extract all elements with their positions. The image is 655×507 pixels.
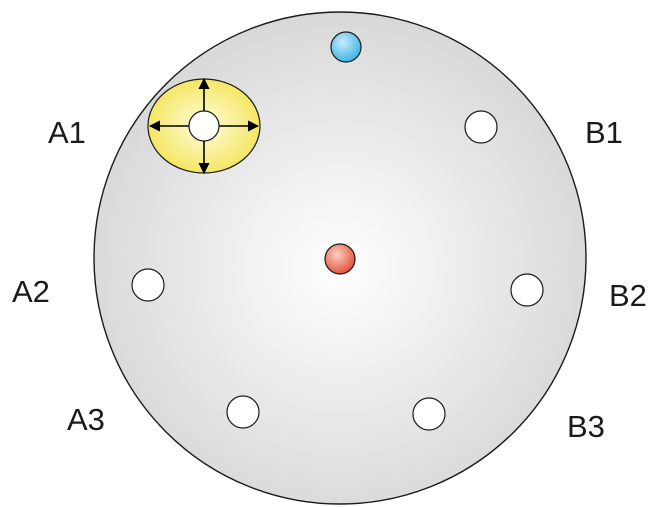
top-marker-blue-dot-icon [330, 31, 362, 63]
position-b1-hole[interactable] [464, 110, 498, 144]
label-b2: B2 [609, 278, 647, 313]
position-b3-hole[interactable] [412, 397, 446, 431]
position-a1-highlight[interactable] [147, 77, 261, 175]
center-marker-red-dot-icon [324, 243, 356, 275]
label-a1: A1 [48, 115, 86, 150]
label-b3: B3 [567, 409, 605, 444]
position-a2-hole[interactable] [131, 268, 165, 302]
a1-hole [188, 110, 220, 142]
position-b2-hole[interactable] [510, 273, 544, 307]
position-a3-hole[interactable] [226, 395, 260, 429]
label-a2: A2 [12, 274, 50, 309]
label-a3: A3 [67, 402, 105, 437]
label-b1: B1 [585, 115, 623, 150]
